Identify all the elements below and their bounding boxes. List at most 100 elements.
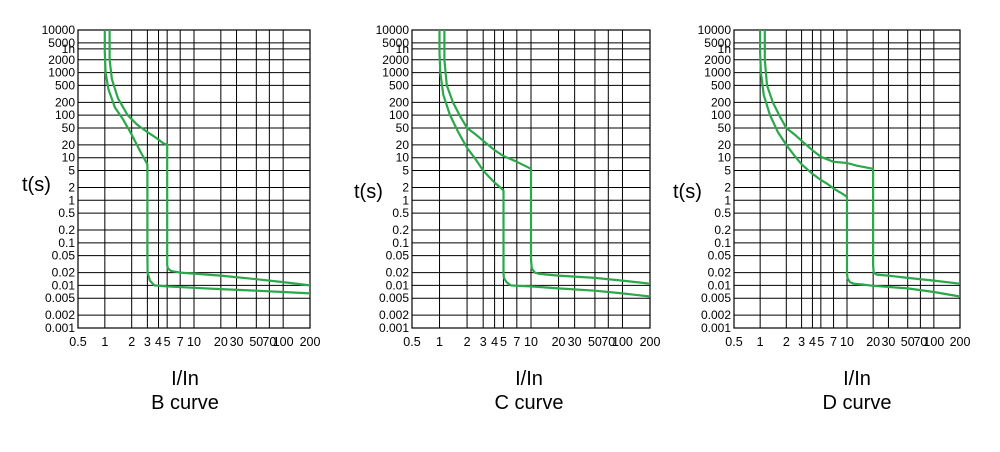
x-tick-label: 3 [798,335,805,349]
x-tick-label: 70 [601,335,615,349]
chart-title: B curve [151,392,219,414]
x-tick-label: 7 [830,335,837,349]
x-tick-label: 5 [500,335,507,349]
y-tick-label: 1h [62,42,75,56]
y-tick-label: 10000 [376,23,410,37]
lower-trip-curve [438,30,651,298]
y-tick-label: 2 [402,180,409,194]
x-tick-label: 200 [950,335,971,349]
y-tick-label: 0.2 [714,223,731,237]
x-gridlines [77,30,311,328]
y-axis-label: t(s) [673,181,702,203]
y-tick-label: 0.001 [45,321,75,335]
y-tick-label: 0.1 [58,236,75,250]
x-tick-label: 2 [128,335,135,349]
y-tick-label: 2 [68,180,75,194]
x-tick-label: 4 [155,335,162,349]
x-tick-label: 50 [901,335,915,349]
y-tick-label: 0.001 [701,321,731,335]
upper-trip-curve [443,30,651,285]
y-tick-label: 10000 [42,23,76,37]
x-tick-label: 70 [913,335,927,349]
y-tick-label: 5 [724,164,731,178]
y-tick-label: 0.2 [392,223,409,237]
y-tick-label: 0.05 [708,249,732,263]
plot-frame [733,29,961,329]
x-tick-label: 30 [568,335,582,349]
y-tick-label: 10 [718,151,732,165]
y-tick-label: 0.005 [379,291,409,305]
y-tick-label: 1 [68,193,75,207]
y-tick-label: 0.002 [379,308,409,322]
x-tick-label: 50 [588,335,602,349]
y-tick-label: 10 [62,151,76,165]
x-axis-label: I/In [843,368,871,390]
x-tick-label: 100 [923,335,944,349]
y-tick-label: 0.005 [45,291,75,305]
chart-title: C curve [494,392,564,414]
plot-frame [77,29,311,329]
x-tick-label: 3 [144,335,151,349]
plot-frame [411,29,651,329]
y-axis-label: t(s) [22,174,51,196]
x-tick-label: 5 [817,335,824,349]
x-tick-label: 3 [480,335,487,349]
y-tick-label: 2000 [704,53,731,67]
y-tick-label: 1000 [704,66,731,80]
y-tick-label: 500 [711,78,731,92]
x-tick-label: 200 [640,335,661,349]
x-tick-label: 20 [866,335,880,349]
y-tick-label: 200 [711,95,731,109]
y-tick-label: 0.2 [58,223,75,237]
y-tick-label: 0.02 [52,266,76,280]
y-tick-label: 1000 [382,66,409,80]
y-tick-label: 5000 [382,36,409,50]
y-tick-label: 100 [55,108,75,122]
x-tick-label: 7 [513,335,520,349]
y-tick-label: 1000 [48,66,75,80]
x-tick-label: 1 [101,335,108,349]
y-tick-label: 20 [718,138,732,152]
y-tick-label: 0.01 [386,278,410,292]
y-tick-label: 0.05 [52,249,76,263]
y-tick-label: 50 [396,121,410,135]
x-tick-label: 20 [214,335,228,349]
x-tick-label: 10 [187,335,201,349]
y-tick-label: 50 [62,121,76,135]
y-tick-label: 0.1 [714,236,731,250]
y-tick-label: 0.5 [714,206,731,220]
x-tick-label: 4 [491,335,498,349]
x-tick-label: 30 [881,335,895,349]
y-axis-label: t(s) [354,181,383,203]
lower-trip-curve [758,30,961,298]
x-tick-label: 0.5 [69,335,86,349]
y-tick-label: 5 [68,164,75,178]
y-tick-label: 0.005 [701,291,731,305]
d-curve-panel: t(s) 0.5 1 2 3 4 5 7 10 20 30 50 70 100 200 10000 5000 1… [662,0,992,452]
y-tick-label: 20 [62,138,76,152]
y-tick-label: 100 [389,108,409,122]
trip-curves [103,30,311,295]
y-tick-label: 20 [396,138,410,152]
x-tick-label: 1 [757,335,764,349]
x-tick-label: 10 [524,335,538,349]
x-tick-label: 100 [612,335,633,349]
upper-trip-curve [763,30,961,285]
x-tick-label: 10 [840,335,854,349]
x-gridlines [733,30,961,328]
trip-curves [438,30,651,298]
x-tick-label: 0.5 [725,335,742,349]
y-tick-label: 5000 [704,36,731,50]
x-tick-label: 70 [262,335,276,349]
y-tick-label: 0.05 [386,249,410,263]
x-tick-label: 20 [552,335,566,349]
y-tick-label: 1 [724,193,731,207]
y-tick-label: 0.02 [386,266,410,280]
